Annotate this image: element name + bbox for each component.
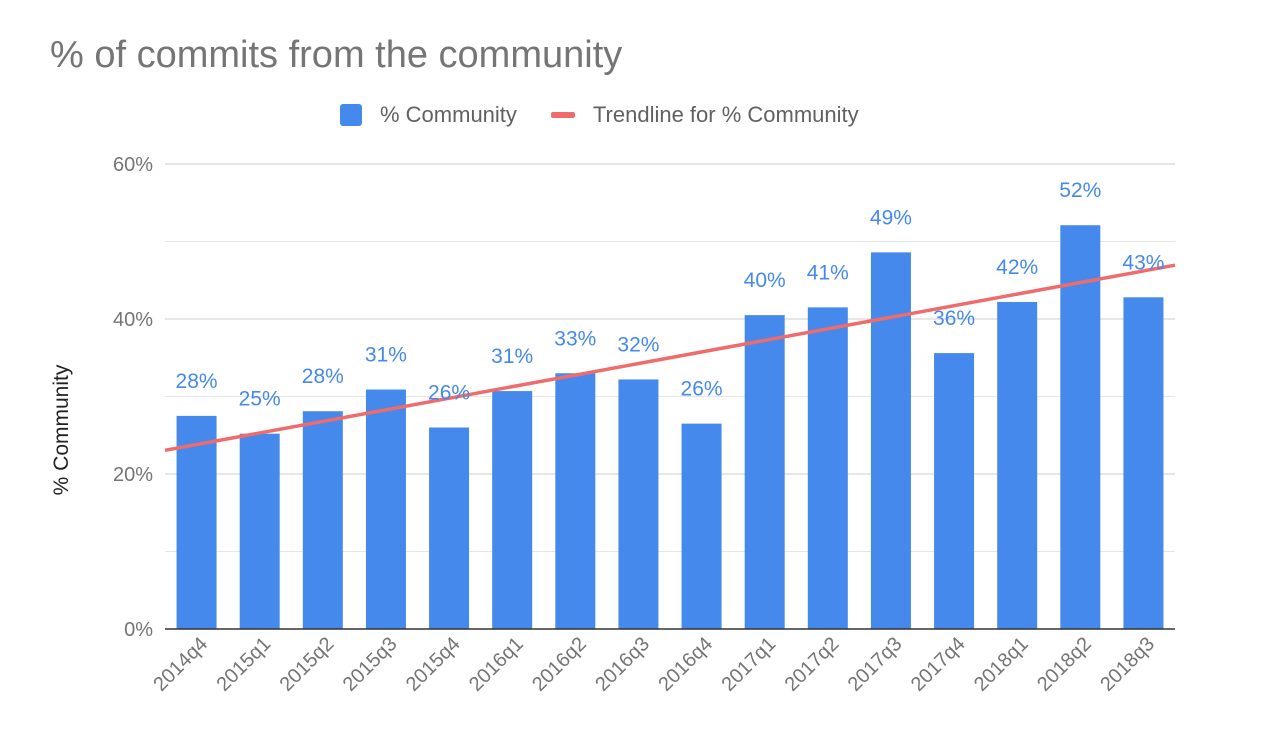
bar[interactable]	[934, 353, 975, 629]
trendline	[164, 263, 1176, 453]
x-tick-label: 2017q1	[717, 633, 780, 696]
x-tick-label: 2017q3	[844, 633, 907, 696]
bar[interactable]	[744, 315, 785, 629]
data-label: 26%	[428, 382, 470, 405]
data-label: 31%	[365, 344, 407, 367]
bar[interactable]	[870, 252, 911, 629]
data-label: 33%	[554, 327, 596, 350]
data-label: 36%	[933, 307, 975, 330]
bar[interactable]	[555, 373, 596, 629]
bar[interactable]	[302, 411, 343, 629]
data-label: 42%	[996, 256, 1038, 279]
bar[interactable]	[618, 379, 659, 629]
x-tick-label: 2015q2	[276, 633, 339, 696]
y-tick-label: 0%	[124, 619, 153, 641]
bar[interactable]	[239, 433, 280, 629]
data-label: 49%	[870, 206, 912, 229]
data-label: 40%	[744, 269, 786, 292]
x-tick-label: 2018q1	[970, 633, 1033, 696]
bar[interactable]	[492, 391, 533, 629]
data-label: 26%	[681, 378, 723, 401]
bar[interactable]	[1123, 297, 1164, 629]
x-tick-label: 2018q2	[1033, 633, 1096, 696]
x-tick-label: 2015q1	[212, 633, 275, 696]
data-label: 28%	[302, 365, 344, 388]
x-tick-label: 2018q3	[1096, 633, 1159, 696]
x-tick-label: 2016q3	[591, 633, 654, 696]
legend-swatch-bar	[340, 104, 362, 126]
y-tick-label: 60%	[113, 154, 153, 176]
data-label: 52%	[1059, 179, 1101, 202]
x-tick-label: 2014q4	[149, 633, 212, 696]
y-tick-label: 40%	[113, 309, 153, 331]
bar[interactable]	[807, 307, 848, 629]
x-tick-label: 2015q4	[402, 633, 465, 696]
x-tick-label: 2017q2	[781, 633, 844, 696]
chart-title: % of commits from the community	[50, 34, 623, 76]
bar[interactable]	[429, 427, 470, 630]
y-axis-title: % Community	[50, 364, 73, 495]
x-tick-label: 2017q4	[907, 633, 970, 696]
bar[interactable]	[176, 415, 217, 629]
legend-item-trendline[interactable]: Trendline for % Community	[517, 102, 859, 128]
x-tick-label: 2016q1	[465, 633, 528, 696]
bar[interactable]	[681, 423, 722, 629]
data-label: 25%	[239, 388, 281, 411]
data-label: 28%	[176, 370, 218, 393]
legend-label-trendline: Trendline for % Community	[592, 102, 859, 127]
x-tick-label: 2016q4	[654, 633, 717, 696]
trendline-layer	[164, 263, 1176, 453]
legend-swatch-trendline	[550, 112, 575, 118]
y-tick-label: 20%	[113, 464, 153, 486]
legend: % Community Trendline for % Community	[340, 101, 859, 129]
legend-item-community[interactable]: % Community	[340, 102, 517, 128]
bar[interactable]	[1060, 225, 1101, 629]
data-label: 32%	[617, 333, 659, 356]
bar[interactable]	[365, 389, 406, 629]
data-label: 43%	[1122, 251, 1164, 274]
data-label: 41%	[807, 261, 849, 284]
data-label-layer: 28% 25% 28% 31% 26% 31% 33% 32% 26% 40% 41% 49% 36% 4…	[176, 179, 1165, 410]
bar-layer	[176, 225, 1164, 630]
legend-label-community: % Community	[380, 102, 517, 127]
x-tick-label: 2015q3	[339, 633, 402, 696]
data-label: 31%	[491, 345, 533, 368]
bar[interactable]	[997, 301, 1038, 629]
x-tick-label: 2016q2	[528, 633, 591, 696]
